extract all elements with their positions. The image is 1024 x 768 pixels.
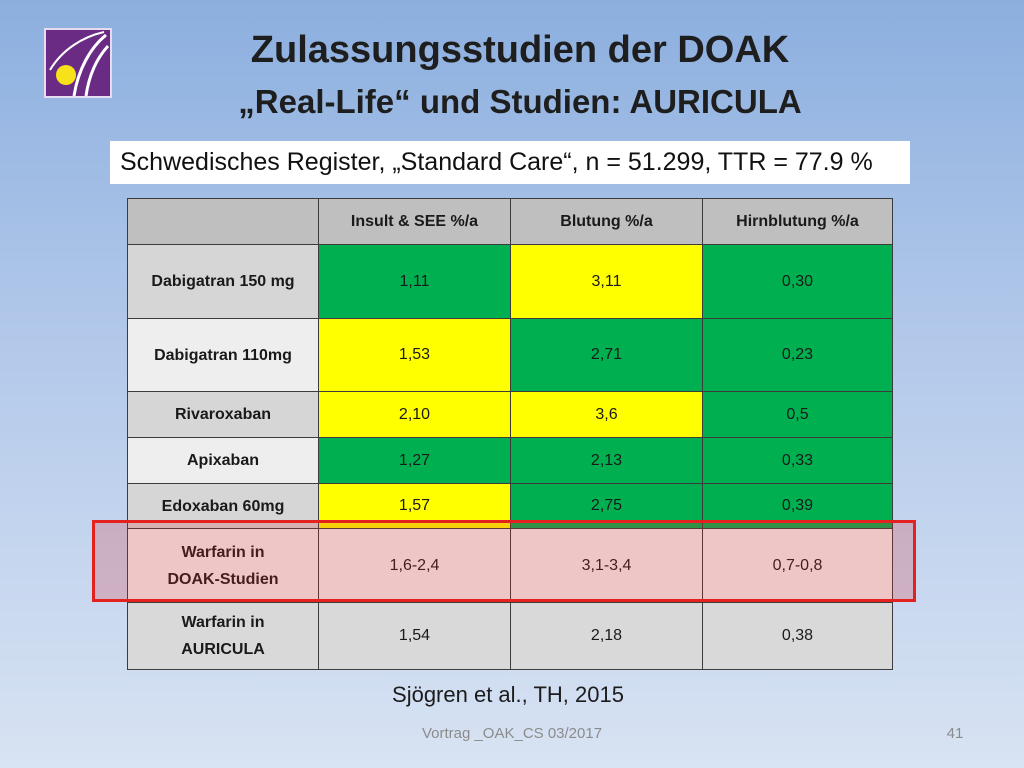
- value-text: 3,6: [595, 405, 618, 423]
- slide-title-line2: „Real-Life“ und Studien: AURICULA: [238, 83, 802, 120]
- row-label-line: Warfarin in: [181, 614, 265, 631]
- value-text: 2,13: [590, 451, 623, 469]
- value-cell: 0,5: [703, 392, 892, 437]
- row-label-cell: Warfarin in AURICULA: [128, 603, 318, 669]
- value-text: 1,27: [398, 451, 431, 469]
- value-cell: 1,11: [319, 245, 510, 318]
- header-cell-blutung: Blutung %/a: [511, 199, 702, 244]
- value-cell: 1,6-2,4: [319, 529, 510, 602]
- value-cell: 3,11: [511, 245, 702, 318]
- value-cell: 2,71: [511, 319, 702, 391]
- row-label-line: Warfarin in: [181, 543, 265, 561]
- value-cell: 0,38: [703, 603, 892, 669]
- value-text: 0,23: [781, 346, 814, 363]
- row-label-line: Dabigatran 110mg: [154, 346, 292, 364]
- row-label-cell: Apixaban: [128, 438, 318, 483]
- row-label-cell: Dabigatran 150 mg: [128, 245, 318, 318]
- header-cell-insult: Insult & SEE %/a: [319, 199, 510, 244]
- value-text: 1,6-2,4: [389, 556, 440, 574]
- citation: Sjögren et al., TH, 2015: [392, 682, 624, 707]
- value-cell: 3,1-3,4: [511, 529, 702, 602]
- value-text: 3,11: [591, 272, 622, 290]
- value-cell: 2,75: [511, 484, 702, 528]
- subtitle-box: Schwedisches Register, „Standard Care“, …: [110, 141, 910, 184]
- header-corner-cell: [128, 199, 318, 244]
- row-label-cell: Warfarin in DOAK-Studien: [128, 529, 318, 602]
- value-text: 0,38: [781, 627, 814, 644]
- value-text: 2,75: [590, 497, 623, 514]
- value-text: 0,39: [781, 497, 814, 514]
- value-text: 0,30: [781, 272, 814, 290]
- value-text: 1,57: [398, 497, 431, 514]
- value-text: 2,71: [590, 346, 623, 363]
- value-cell: 0,33: [703, 438, 892, 483]
- value-cell: 3,6: [511, 392, 702, 437]
- value-text: 0,33: [781, 451, 814, 469]
- value-text: 3,1-3,4: [581, 556, 632, 574]
- value-cell: 0,30: [703, 245, 892, 318]
- row-label-line: Rivaroxaban: [174, 406, 272, 423]
- row-label-cell: Edoxaban 60mg: [128, 484, 318, 528]
- row-label-cell: Dabigatran 110mg: [128, 319, 318, 391]
- value-text: 1,54: [398, 627, 431, 644]
- value-text: 1,53: [398, 346, 431, 363]
- header-cell-hirnblutung: Hirnblutung %/a: [703, 199, 892, 244]
- value-text: 1,11: [399, 272, 430, 290]
- value-text: 2,10: [398, 405, 431, 423]
- value-cell: 1,53: [319, 319, 510, 391]
- row-label-line: AURICULA: [181, 641, 265, 658]
- footer-text: Vortrag _OAK_CS 03/2017: [421, 725, 603, 742]
- value-cell: 1,57: [319, 484, 510, 528]
- value-cell: 1,54: [319, 603, 510, 669]
- page-number: 41: [946, 725, 964, 742]
- value-text: 0,5: [786, 405, 809, 423]
- purple-curves-sun-logo-icon: [44, 28, 112, 98]
- value-text: 0,7-0,8: [772, 556, 823, 574]
- value-cell: 2,13: [511, 438, 702, 483]
- slide-title-line1: Zulassungsstudien der DOAK: [250, 29, 790, 71]
- row-label-line: Edoxaban 60mg: [161, 497, 285, 515]
- value-text: 2,18: [590, 627, 623, 644]
- value-cell: 0,39: [703, 484, 892, 528]
- value-cell: 0,7-0,8: [703, 529, 892, 602]
- row-label-line: Apixaban: [186, 452, 259, 469]
- value-cell: 2,10: [319, 392, 510, 437]
- value-cell: 1,27: [319, 438, 510, 483]
- row-label-line: Dabigatran 150 mg: [151, 273, 295, 290]
- value-cell: 0,23: [703, 319, 892, 391]
- results-table: Insult & SEE %/a Blutung %/a Hirnblutung…: [127, 198, 893, 670]
- row-label-cell: Rivaroxaban: [128, 392, 318, 437]
- value-cell: 2,18: [511, 603, 702, 669]
- row-label-line: DOAK-Studien: [167, 570, 279, 588]
